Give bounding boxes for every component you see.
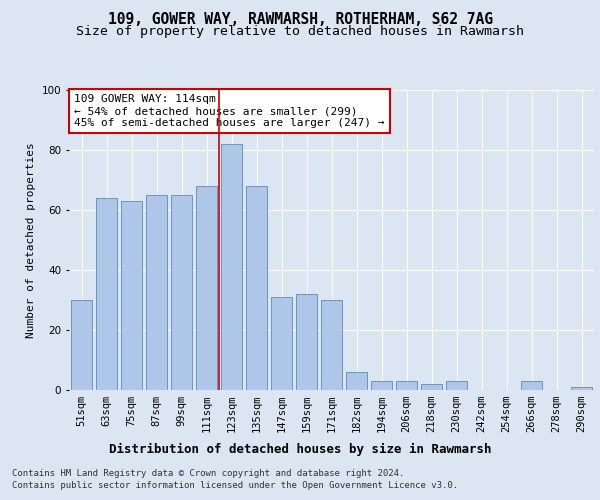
Bar xyxy=(446,381,467,390)
Bar xyxy=(421,384,442,390)
Bar xyxy=(246,186,267,390)
Bar xyxy=(171,195,192,390)
Bar xyxy=(396,381,417,390)
Bar xyxy=(271,297,292,390)
Bar xyxy=(371,381,392,390)
Bar xyxy=(296,294,317,390)
Text: Size of property relative to detached houses in Rawmarsh: Size of property relative to detached ho… xyxy=(76,25,524,38)
Text: Contains HM Land Registry data © Crown copyright and database right 2024.: Contains HM Land Registry data © Crown c… xyxy=(12,469,404,478)
Bar xyxy=(221,144,242,390)
Bar xyxy=(121,201,142,390)
Text: Distribution of detached houses by size in Rawmarsh: Distribution of detached houses by size … xyxy=(109,442,491,456)
Bar xyxy=(521,381,542,390)
Bar xyxy=(321,300,342,390)
Bar xyxy=(571,387,592,390)
Text: Contains public sector information licensed under the Open Government Licence v3: Contains public sector information licen… xyxy=(12,481,458,490)
Text: 109, GOWER WAY, RAWMARSH, ROTHERHAM, S62 7AG: 109, GOWER WAY, RAWMARSH, ROTHERHAM, S62… xyxy=(107,12,493,28)
Bar xyxy=(346,372,367,390)
Y-axis label: Number of detached properties: Number of detached properties xyxy=(26,142,36,338)
Bar xyxy=(96,198,117,390)
Bar xyxy=(196,186,217,390)
Text: 109 GOWER WAY: 114sqm
← 54% of detached houses are smaller (299)
45% of semi-det: 109 GOWER WAY: 114sqm ← 54% of detached … xyxy=(74,94,385,128)
Bar xyxy=(71,300,92,390)
Bar xyxy=(146,195,167,390)
